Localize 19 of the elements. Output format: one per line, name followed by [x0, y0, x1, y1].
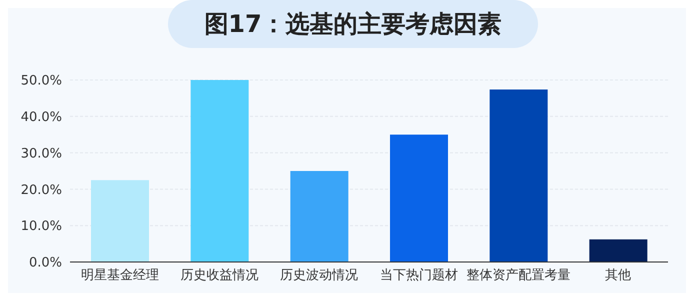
bar — [390, 134, 448, 262]
x-tick-label: 历史波动情况 — [280, 268, 358, 284]
x-tick-label: 明星基金经理 — [80, 268, 159, 284]
bar — [290, 171, 348, 262]
chart-title: 图17：选基的主要考虑因素 — [168, 0, 538, 48]
x-tick-label: 整体资产配置考量 — [466, 268, 570, 284]
bar — [490, 89, 548, 262]
x-tick-label: 其他 — [605, 268, 632, 284]
y-tick-label: 30.0% — [20, 146, 62, 162]
y-tick-label: 50.0% — [20, 74, 62, 89]
bar — [589, 239, 648, 262]
y-tick-label: 20.0% — [20, 182, 62, 198]
y-tick-label: 40.0% — [20, 110, 62, 126]
y-tick-label: 10.0% — [20, 219, 62, 234]
bar — [190, 80, 249, 262]
x-tick-label: 当下热门题材 — [380, 267, 458, 284]
y-tick-label: 0.0% — [28, 256, 62, 271]
x-tick-label: 历史收益情况 — [180, 268, 258, 284]
bar — [91, 180, 149, 262]
